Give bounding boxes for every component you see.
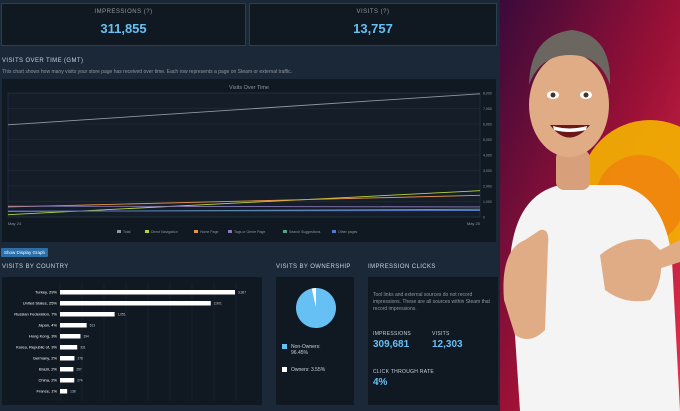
steam-stats-dashboard: IMPRESSIONS (?) 311,855 VISITS (?) 13,75… — [1, 3, 498, 405]
series-line-5 — [7, 210, 481, 212]
y-tick-label: 3,000 — [483, 169, 492, 173]
country-label: Germany, 2% — [33, 356, 58, 361]
legend-label[interactable]: Home Page — [200, 230, 219, 234]
series-line-2 — [7, 194, 481, 208]
y-tick-label: 0 — [483, 216, 485, 220]
y-tick-label: 2,000 — [483, 185, 492, 189]
country-value-label: 513 — [90, 323, 96, 327]
y-tick-label: 8,000 — [483, 92, 492, 96]
country-bar — [60, 301, 211, 306]
legend-swatch-icon — [283, 230, 287, 233]
country-bar — [60, 367, 74, 372]
country-value-label: 394 — [83, 334, 89, 338]
country-value-label: 138 — [70, 389, 76, 393]
non-owners-value: 96.45% — [291, 350, 308, 356]
line-chart-svg: Visits Over Time 0 1,000 2,000 3,000 4,000 5,… — [7, 85, 492, 234]
visits-over-time-chart: Visits Over Time 0 1,000 2,000 3,000 4,000 5,… — [2, 79, 496, 242]
series-line-0 — [7, 93, 481, 126]
impression-clicks-note: Tool links and external sources do not r… — [373, 292, 490, 312]
y-tick-label: 5,000 — [483, 138, 492, 142]
country-value-label: 3,367 — [238, 290, 246, 294]
visits-stat-card: VISITS (?) 13,757 — [249, 3, 497, 46]
legend-swatch-icon — [332, 230, 336, 233]
impressions-stat-label: IMPRESSIONS (?) — [94, 9, 153, 15]
ic-impressions-label: IMPRESSIONS — [373, 331, 412, 337]
country-label: Japan, 4% — [38, 323, 57, 328]
country-value-label: 257 — [76, 367, 82, 371]
ctr-label: CLICK THROUGH RATE — [373, 369, 435, 375]
pie-slice-owners — [311, 288, 316, 308]
country-bar — [60, 378, 75, 383]
country-bar — [60, 323, 87, 328]
legend-swatch-icon — [117, 230, 121, 233]
visits-over-time-description: This chart shows how many visits your st… — [2, 69, 293, 75]
country-bar-chart-svg: Turkey, 29% 3,367 United States, 25% 2,901 R… — [14, 283, 246, 401]
ic-visits-value: 12,303 — [432, 339, 463, 350]
legend-swatch-icon — [194, 230, 198, 233]
ctr-value: 4% — [373, 377, 388, 388]
visits-by-ownership-title: VISITS BY OWNERSHIP — [276, 264, 351, 270]
visits-stat-label: VISITS (?) — [356, 9, 390, 15]
impression-clicks-title: IMPRESSION CLICKS — [368, 264, 436, 270]
country-bar — [60, 356, 75, 361]
country-label: Russian Federation, 7% — [14, 312, 57, 317]
show-display-graph-button[interactable]: Show Display Graph — [1, 248, 49, 257]
country-value-label: 278 — [77, 356, 83, 360]
impression-clicks-panel: Tool links and external sources do not r… — [368, 277, 498, 405]
legend-label[interactable]: Other pages — [338, 230, 358, 234]
legend-swatch-icon — [145, 230, 149, 233]
non-owners-legend: Non-Owners: 96.45% — [282, 344, 320, 356]
legend-label[interactable]: Search Suggestions — [289, 230, 321, 234]
ownership-pie-chart-svg — [296, 288, 336, 328]
owners-label: Owners: — [291, 367, 310, 373]
country-label: United States, 25% — [23, 301, 58, 306]
owners-value: 3.55% — [311, 367, 326, 373]
visits-by-country-panel: Turkey, 29% 3,367 United States, 25% 2,901 R… — [2, 277, 262, 405]
country-label: Brazil, 2% — [39, 367, 57, 372]
ic-visits-label: VISITS — [432, 331, 450, 337]
x-tick-start: May 24 — [8, 221, 22, 226]
y-tick-label: 6,000 — [483, 123, 492, 127]
legend-label[interactable]: Total — [123, 230, 131, 234]
y-tick-label: 4,000 — [483, 154, 492, 158]
non-owners-label: Non-Owners: — [291, 344, 321, 350]
legend-label[interactable]: Tags or Genre Page — [234, 230, 265, 234]
visits-by-ownership-panel: Non-Owners: 96.45% Owners: 3.55% — [276, 277, 354, 405]
country-label: China, 2% — [39, 378, 58, 383]
man-pointing-illustration — [500, 0, 680, 411]
country-bar — [60, 290, 235, 295]
country-bar — [60, 389, 68, 394]
country-value-label: 331 — [80, 345, 86, 349]
visits-by-country-title: VISITS BY COUNTRY — [2, 264, 69, 270]
country-value-label: 1,051 — [118, 312, 126, 316]
visits-over-time-title: VISITS OVER TIME (GMT) — [2, 58, 84, 64]
country-bar — [60, 345, 78, 350]
country-bar — [60, 312, 115, 317]
y-tick-label: 1,000 — [483, 200, 492, 204]
series-line-3 — [7, 205, 481, 208]
chart-title: Visits Over Time — [229, 85, 269, 91]
country-bar — [60, 334, 81, 339]
country-value-label: 2,901 — [214, 301, 222, 305]
non-owners-swatch-icon — [282, 344, 287, 350]
impressions-stat-card: IMPRESSIONS (?) 311,855 — [1, 3, 246, 46]
promo-photo — [500, 0, 680, 411]
visits-stat-value: 13,757 — [353, 21, 393, 36]
legend-swatch-icon — [228, 230, 232, 233]
legend-label[interactable]: Direct Navigation — [151, 230, 178, 234]
country-label: Korea, Republic of, 3% — [16, 345, 57, 350]
owners-legend: Owners: 3.55% — [282, 367, 325, 373]
y-tick-label: 7,000 — [483, 107, 492, 111]
country-label: France, 1% — [37, 389, 58, 394]
country-value-label: 274 — [77, 378, 83, 382]
impressions-stat-value: 311,855 — [100, 21, 147, 36]
ic-impressions-value: 309,681 — [373, 339, 410, 350]
x-tick-end: May 25 — [467, 221, 481, 226]
owners-swatch-icon — [282, 367, 287, 373]
country-label: Hong Kong, 3% — [29, 334, 57, 339]
country-label: Turkey, 29% — [35, 290, 57, 295]
